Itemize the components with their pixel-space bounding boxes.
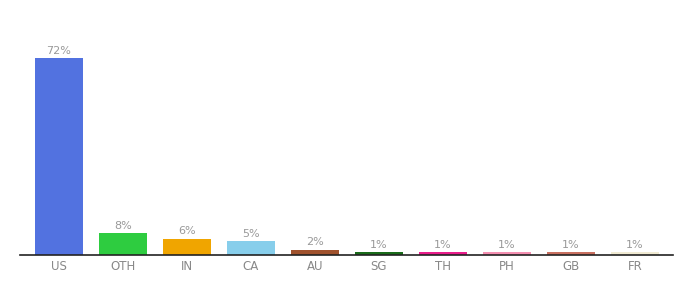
Bar bbox=[35, 58, 83, 255]
Text: 1%: 1% bbox=[370, 240, 388, 250]
Bar bbox=[99, 233, 147, 255]
Text: 1%: 1% bbox=[562, 240, 579, 250]
Bar bbox=[163, 238, 211, 255]
Bar bbox=[483, 252, 531, 255]
Bar bbox=[547, 252, 595, 255]
Bar bbox=[227, 241, 275, 255]
Text: 5%: 5% bbox=[242, 229, 260, 239]
Bar bbox=[355, 252, 403, 255]
Bar bbox=[291, 250, 339, 255]
Text: 2%: 2% bbox=[306, 237, 324, 247]
Text: 6%: 6% bbox=[178, 226, 196, 236]
Bar bbox=[611, 252, 659, 255]
Text: 1%: 1% bbox=[498, 240, 515, 250]
Text: 1%: 1% bbox=[434, 240, 452, 250]
Bar bbox=[419, 252, 466, 255]
Text: 8%: 8% bbox=[114, 221, 132, 231]
Text: 1%: 1% bbox=[626, 240, 643, 250]
Text: 72%: 72% bbox=[46, 46, 71, 56]
